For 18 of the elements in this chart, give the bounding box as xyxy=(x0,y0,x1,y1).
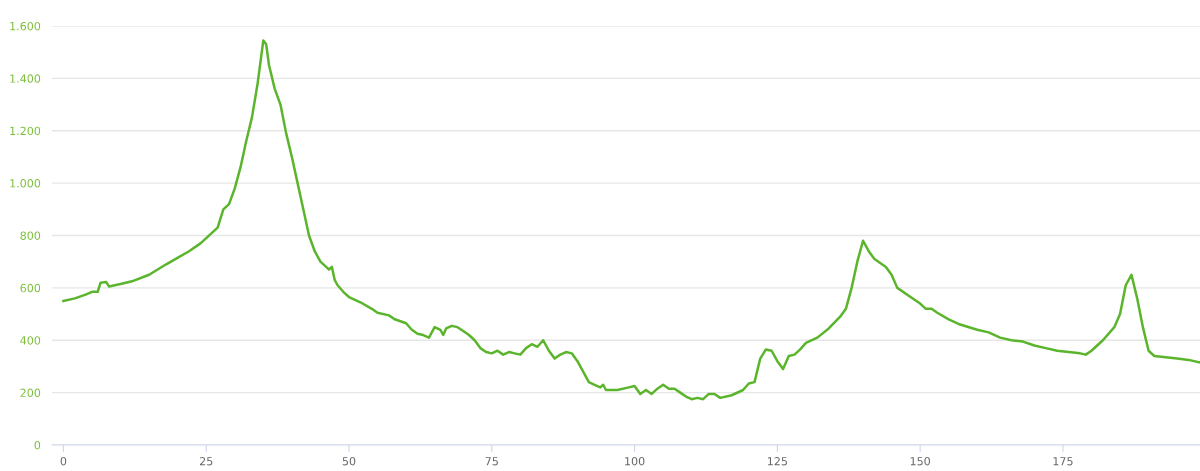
y-tick-label: 600 xyxy=(20,283,41,293)
x-tick-label: 175 xyxy=(1053,457,1073,466)
y-tick-label: 400 xyxy=(20,336,41,345)
y-tick-label: 0 xyxy=(34,440,41,450)
y-tick-label: 800 xyxy=(20,231,41,240)
x-tick-label: 25 xyxy=(199,457,213,466)
x-tick-label: 75 xyxy=(485,457,498,466)
line-series xyxy=(62,39,1200,401)
x-tick-label: 0 xyxy=(60,457,67,466)
y-tick-label: 200 xyxy=(20,388,41,397)
y-tick-label: 1.000 xyxy=(10,179,41,188)
x-tick-label: 150 xyxy=(910,457,931,466)
y-tick-label: 1.200 xyxy=(10,126,41,136)
x-tick-label: 125 xyxy=(767,457,787,466)
y-tick-label: 1.400 xyxy=(10,74,41,83)
x-tick-label: 100 xyxy=(625,457,645,466)
y-tick-label: 1.600 xyxy=(10,21,41,31)
x-tick-label: 50 xyxy=(342,457,356,466)
